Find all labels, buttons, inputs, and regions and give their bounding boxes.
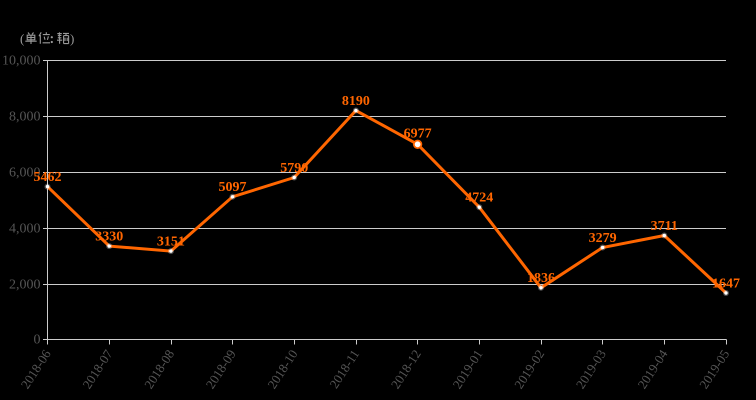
- svg-text:5462: 5462: [34, 170, 62, 185]
- svg-text:8,000: 8,000: [9, 110, 41, 125]
- svg-text:1836: 1836: [527, 271, 555, 286]
- svg-text:2,000: 2,000: [9, 278, 41, 293]
- svg-text:5097: 5097: [219, 180, 247, 195]
- svg-text:): ): [70, 31, 74, 46]
- svg-text:4724: 4724: [465, 191, 493, 206]
- svg-text:0: 0: [34, 333, 41, 348]
- svg-text:3151: 3151: [157, 235, 185, 250]
- svg-text:10,000: 10,000: [2, 54, 41, 69]
- svg-text:3330: 3330: [95, 230, 123, 245]
- svg-text:5790: 5790: [280, 161, 308, 176]
- svg-text:8190: 8190: [342, 94, 370, 109]
- svg-text:6977: 6977: [404, 126, 432, 141]
- svg-text:(: (: [20, 31, 24, 46]
- svg-text:6,000: 6,000: [9, 166, 41, 181]
- svg-text:4,000: 4,000: [9, 222, 41, 237]
- svg-text:1647: 1647: [712, 277, 740, 292]
- svg-text:3279: 3279: [589, 231, 617, 246]
- svg-text:3711: 3711: [651, 219, 678, 234]
